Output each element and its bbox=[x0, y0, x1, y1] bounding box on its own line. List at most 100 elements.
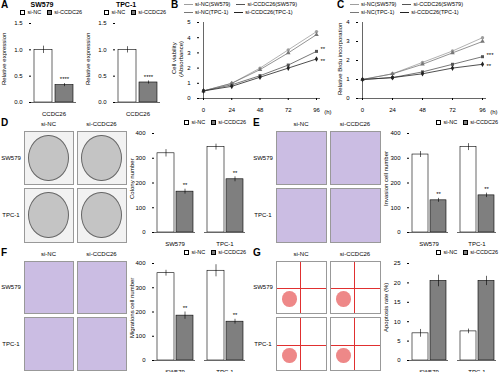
svg-text:48: 48 bbox=[257, 107, 264, 113]
svg-text:TPC-1: TPC-1 bbox=[468, 369, 486, 372]
svg-text:4: 4 bbox=[346, 19, 350, 25]
svg-text:TPC-1: TPC-1 bbox=[216, 369, 234, 372]
html-text:si-NC: si-NC bbox=[41, 120, 56, 127]
svg-text:CCDC26: CCDC26 bbox=[126, 111, 151, 117]
html-text:D: D bbox=[1, 117, 9, 128]
html-text:F: F bbox=[1, 247, 8, 258]
svg-text:200: 200 bbox=[135, 309, 146, 315]
svg-text:2: 2 bbox=[187, 65, 191, 71]
svg-text:2: 2 bbox=[346, 57, 350, 63]
svg-text:CCDC26: CCDC26 bbox=[42, 111, 67, 117]
svg-text:0: 0 bbox=[202, 107, 206, 113]
html-text:Invasion cell number: Invasion cell number bbox=[382, 151, 389, 206]
html-text:A: A bbox=[1, 0, 9, 10]
svg-text:0: 0 bbox=[397, 229, 401, 235]
svg-text:400: 400 bbox=[135, 260, 146, 266]
svg-text:400: 400 bbox=[390, 130, 401, 136]
svg-text:SW579: SW579 bbox=[165, 241, 185, 247]
svg-text:**: ** bbox=[321, 46, 326, 52]
html-text:Colony number: Colony number bbox=[128, 158, 135, 199]
svg-text:SW579: SW579 bbox=[419, 369, 439, 372]
svg-text:1.5: 1.5 bbox=[14, 20, 23, 26]
svg-text:1.0: 1.0 bbox=[98, 47, 107, 53]
svg-text:**: ** bbox=[436, 191, 441, 197]
svg-text:1.0: 1.0 bbox=[14, 47, 23, 53]
svg-text:**: ** bbox=[233, 312, 238, 318]
svg-text:**: ** bbox=[183, 182, 188, 188]
svg-text:0: 0 bbox=[142, 229, 146, 235]
html-text:TPC-1: TPC-1 bbox=[115, 1, 137, 8]
svg-text:(h): (h) bbox=[490, 109, 497, 115]
svg-text:5: 5 bbox=[397, 338, 401, 344]
svg-text:****: **** bbox=[60, 76, 70, 82]
html-text:B: B bbox=[171, 0, 179, 10]
svg-text:96: 96 bbox=[313, 107, 320, 113]
html-text:Cell viability (Absorbance): Cell viability (Absorbance) bbox=[171, 40, 184, 77]
svg-text:TPC-1: TPC-1 bbox=[468, 241, 486, 247]
svg-text:24: 24 bbox=[228, 107, 235, 113]
html-text:SW579: SW579 bbox=[30, 1, 54, 8]
svg-text:200: 200 bbox=[135, 180, 146, 186]
svg-text:15: 15 bbox=[394, 299, 401, 305]
svg-text:0.5: 0.5 bbox=[98, 73, 107, 79]
svg-text:3: 3 bbox=[346, 38, 350, 44]
html-text:si-NC: si-NC bbox=[293, 120, 309, 127]
html-text:Relative expression: Relative expression bbox=[0, 32, 7, 85]
svg-text:**: ** bbox=[183, 305, 188, 311]
svg-text:3: 3 bbox=[187, 50, 191, 56]
svg-text:5: 5 bbox=[187, 19, 191, 25]
svg-text:100: 100 bbox=[135, 205, 146, 211]
svg-text:300: 300 bbox=[390, 155, 401, 161]
svg-text:96: 96 bbox=[479, 107, 486, 113]
svg-text:1: 1 bbox=[187, 80, 191, 86]
svg-text:24: 24 bbox=[389, 107, 396, 113]
html-text:E: E bbox=[253, 117, 260, 128]
html-text:Relative Brdu incorporation: Relative Brdu incorporation bbox=[336, 22, 343, 95]
svg-text:0.5: 0.5 bbox=[14, 73, 23, 79]
svg-text:300: 300 bbox=[135, 155, 146, 161]
svg-text:TPC-1: TPC-1 bbox=[216, 241, 234, 247]
html-text:TPC-1: TPC-1 bbox=[2, 212, 20, 219]
svg-text:**: ** bbox=[487, 63, 492, 69]
svg-text:SW579: SW579 bbox=[165, 369, 185, 372]
html-text:Migrations cell number: Migrations cell number bbox=[128, 277, 135, 338]
svg-text:SW579: SW579 bbox=[419, 241, 439, 247]
svg-text:0: 0 bbox=[142, 357, 146, 363]
svg-text:0.0: 0.0 bbox=[98, 99, 107, 105]
svg-text:0.0: 0.0 bbox=[14, 99, 23, 105]
html-text:SW579: SW579 bbox=[253, 154, 273, 161]
svg-text:1: 1 bbox=[346, 76, 350, 82]
svg-text:25: 25 bbox=[394, 260, 401, 266]
svg-text:300: 300 bbox=[135, 285, 146, 291]
svg-text:200: 200 bbox=[390, 180, 401, 186]
svg-text:72: 72 bbox=[285, 107, 292, 113]
html-text:Relative expression: Relative expression bbox=[84, 32, 91, 85]
svg-text:1.5: 1.5 bbox=[98, 20, 107, 26]
svg-text:0: 0 bbox=[397, 357, 401, 363]
html-text:si-CCDC26: si-CCDC26 bbox=[86, 120, 117, 127]
svg-text:20: 20 bbox=[394, 280, 401, 286]
html-text:si-CCDC26: si-CCDC26 bbox=[339, 120, 371, 127]
svg-text:0: 0 bbox=[346, 95, 350, 101]
svg-text:***: *** bbox=[487, 52, 495, 58]
svg-text:100: 100 bbox=[390, 205, 401, 211]
html-text:si-NC: si-NC bbox=[41, 250, 56, 257]
svg-text:**: ** bbox=[484, 186, 489, 192]
svg-text:0: 0 bbox=[361, 107, 365, 113]
svg-text:72: 72 bbox=[449, 107, 456, 113]
html-text:TPC-1: TPC-1 bbox=[254, 212, 272, 219]
svg-text:400: 400 bbox=[135, 130, 146, 136]
svg-text:(h): (h) bbox=[324, 109, 331, 115]
svg-text:4: 4 bbox=[187, 35, 191, 41]
svg-text:48: 48 bbox=[419, 107, 426, 113]
svg-text:10: 10 bbox=[394, 319, 401, 325]
svg-text:100: 100 bbox=[135, 333, 146, 339]
html-text:Apoptosis rate (%): Apoptosis rate (%) bbox=[382, 282, 389, 333]
html-text:SW579: SW579 bbox=[1, 154, 21, 161]
svg-text:**: ** bbox=[321, 58, 326, 64]
html-text:G: G bbox=[253, 247, 261, 258]
svg-text:0: 0 bbox=[187, 95, 191, 101]
svg-text:****: **** bbox=[144, 74, 154, 80]
html-text:C: C bbox=[337, 0, 345, 10]
svg-text:**: ** bbox=[233, 170, 238, 176]
